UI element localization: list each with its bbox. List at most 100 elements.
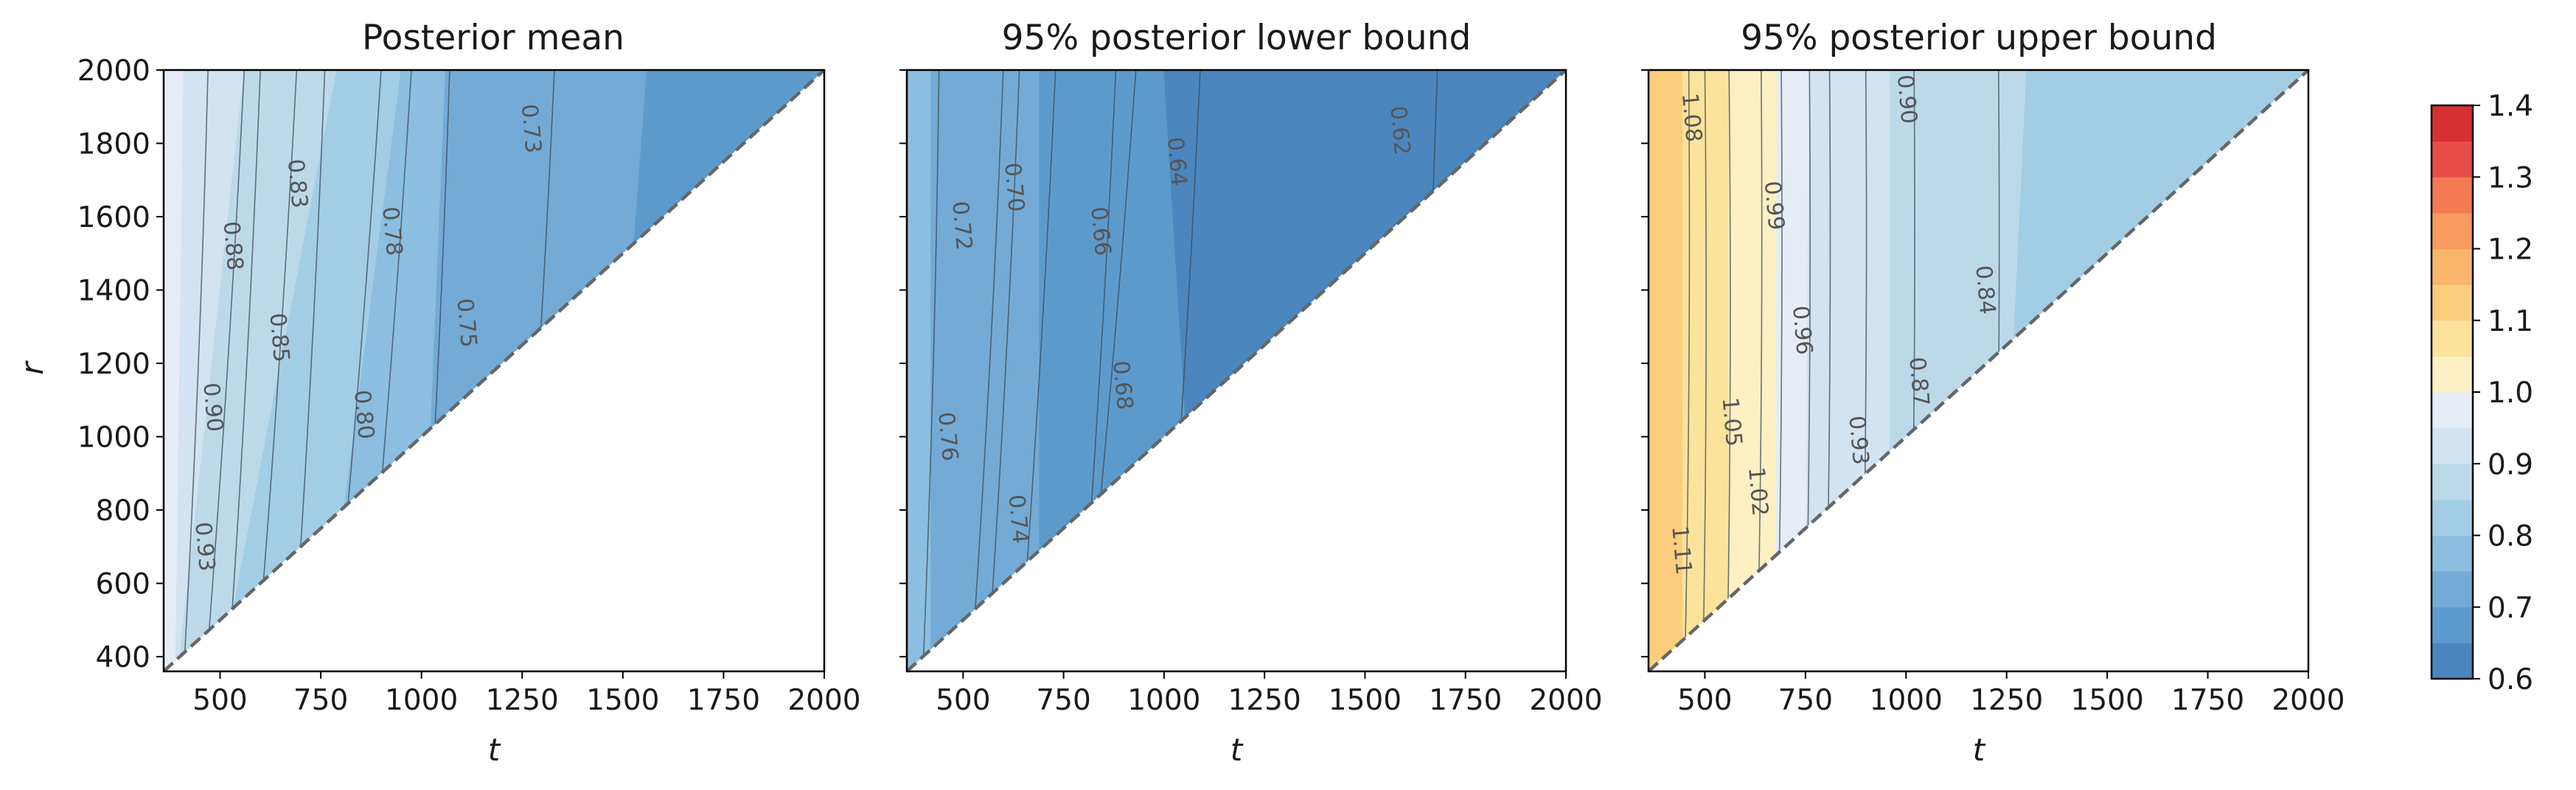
colorbar-swatch xyxy=(2431,105,2473,142)
x-tick-label: 2000 xyxy=(2272,684,2344,717)
colorbar-swatch xyxy=(2431,212,2473,249)
contour-label: 0.96 xyxy=(1787,304,1817,356)
x-tick-label: 1250 xyxy=(486,684,559,717)
diagonal-line xyxy=(162,69,826,673)
panel-lower-bound: 95% posterior lower bound 0.760.740.720.… xyxy=(899,18,1603,768)
contour-line xyxy=(183,70,209,671)
contour-line xyxy=(970,70,1004,671)
panel-title: Posterior mean xyxy=(362,18,624,58)
colorbar-swatch xyxy=(2431,392,2473,429)
x-tick-label: 1000 xyxy=(1127,684,1200,717)
x-axis-label: t xyxy=(1230,732,1244,768)
contour-line xyxy=(1702,70,1707,671)
contour-label: 0.90 xyxy=(1892,74,1922,125)
contour-label: 0.99 xyxy=(1759,180,1789,231)
contour-line xyxy=(922,70,940,671)
x-tick-label: 2000 xyxy=(787,684,860,717)
colorbar-swatch xyxy=(2431,177,2473,214)
contour-line xyxy=(227,70,261,671)
x-tick-label: 1250 xyxy=(1970,684,2043,717)
contour-label: 0.85 xyxy=(264,312,294,363)
contour-label: 0.70 xyxy=(999,161,1029,213)
contour-band xyxy=(175,70,245,671)
y-tick-label: 1400 xyxy=(77,275,150,308)
x-axis-label: t xyxy=(488,732,501,768)
panel-title: 95% posterior upper bound xyxy=(1741,18,2217,58)
contour-label: 1.11 xyxy=(1666,525,1696,576)
y-tick-label: 1200 xyxy=(77,348,150,381)
contour-band xyxy=(1649,70,1683,671)
contour-label: 0.74 xyxy=(1003,494,1034,545)
x-tick-label: 1250 xyxy=(1228,684,1301,717)
contour-band xyxy=(1998,70,2308,671)
contour-line xyxy=(1726,70,1731,671)
contour-label: 0.83 xyxy=(282,158,313,209)
axes-frame xyxy=(162,69,826,673)
contour-label: 0.93 xyxy=(189,521,220,573)
y-tick-label: 800 xyxy=(96,494,150,528)
contour-label: 0.80 xyxy=(349,389,379,441)
colorbar-tick-label: 1.1 xyxy=(2488,305,2533,338)
colorbar-swatch xyxy=(2431,141,2473,178)
colorbar-tick-label: 0.8 xyxy=(2488,520,2533,553)
colorbar-swatch xyxy=(2431,607,2473,643)
contour-label: 0.72 xyxy=(947,200,977,252)
x-tick-label: 750 xyxy=(293,684,348,717)
contour-band xyxy=(164,70,184,671)
colorbar-tick-label: 1.4 xyxy=(2488,90,2533,123)
contour-band xyxy=(1728,70,1778,671)
axes-frame xyxy=(905,69,1567,673)
contour-band xyxy=(421,70,648,671)
contour-label: 0.73 xyxy=(516,103,546,155)
contour-band xyxy=(1163,70,1566,671)
y-axis-label: r xyxy=(14,360,50,375)
contour-label: 0.64 xyxy=(1162,136,1192,188)
contour-line xyxy=(986,70,1020,671)
contour-label: 0.87 xyxy=(1904,356,1934,408)
colorbar-tick-label: 1.2 xyxy=(2488,234,2533,267)
colorbar-tick-label: 0.7 xyxy=(2488,592,2533,625)
colorbar-swatch xyxy=(2431,248,2473,285)
contour-label: 1.08 xyxy=(1677,92,1707,144)
diagonal-line xyxy=(905,69,1567,673)
diagonal-line xyxy=(1647,69,2310,673)
y-tick-label: 1800 xyxy=(77,128,150,161)
contour-line xyxy=(1684,70,1691,671)
plot-area: 0.93 0.90 0.88 0.85 0.83 0.80 0.78 0.75 0.73 500 7… xyxy=(77,55,861,717)
x-tick-label: 1500 xyxy=(2071,684,2144,717)
x-tick-label: 1750 xyxy=(2171,684,2244,717)
colorbar-swatch xyxy=(2431,427,2473,464)
contour-band xyxy=(907,70,932,671)
contour-label: 0.75 xyxy=(451,297,481,349)
x-tick-label: 1750 xyxy=(687,684,760,717)
colorbar-swatch xyxy=(2431,320,2473,357)
panel-posterior-mean: Posterior mean 0.930.900.880.850.830.800… xyxy=(14,18,861,768)
panel-upper-bound: 95% posterior upper bound 1.111.081.051.… xyxy=(1641,18,2345,768)
colorbar-swatch xyxy=(2431,499,2473,536)
x-tick-label: 750 xyxy=(1778,684,1833,717)
y-tick-label: 2000 xyxy=(77,55,150,88)
contour-label: 0.68 xyxy=(1107,360,1138,411)
contour-label: 1.02 xyxy=(1743,466,1773,517)
plot-area: 1.11 1.08 1.05 1.02 0.99 0.96 0.93 0.90 0.87 0.84… xyxy=(1641,69,2345,717)
x-tick-label: 2000 xyxy=(1529,684,1602,717)
axes-frame xyxy=(1647,69,2310,673)
y-tick-label: 1600 xyxy=(77,201,150,234)
colorbar: 0.6 0.7 0.8 0.9 1.0 1.1 1.2 1.3 1.4 xyxy=(2430,90,2533,696)
contour-label: 0.93 xyxy=(1843,415,1873,466)
contour-label: 0.88 xyxy=(218,220,248,272)
contour-label: 0.84 xyxy=(1970,265,2000,316)
x-tick-label: 1750 xyxy=(1429,684,1502,717)
contour-label: 0.66 xyxy=(1085,206,1115,257)
colorbar-tick-label: 0.9 xyxy=(2488,448,2533,481)
contour-label: 1.05 xyxy=(1717,396,1747,448)
contour-label: 0.78 xyxy=(377,206,407,257)
colorbar-swatch xyxy=(2431,571,2473,608)
x-tick-label: 1500 xyxy=(1329,684,1402,717)
colorbar-tick-label: 1.3 xyxy=(2488,161,2533,195)
x-axis-label: t xyxy=(1973,732,1986,768)
x-tick-label: 1000 xyxy=(385,684,458,717)
y-tick-label: 600 xyxy=(96,568,150,601)
x-tick-label: 750 xyxy=(1036,684,1090,717)
